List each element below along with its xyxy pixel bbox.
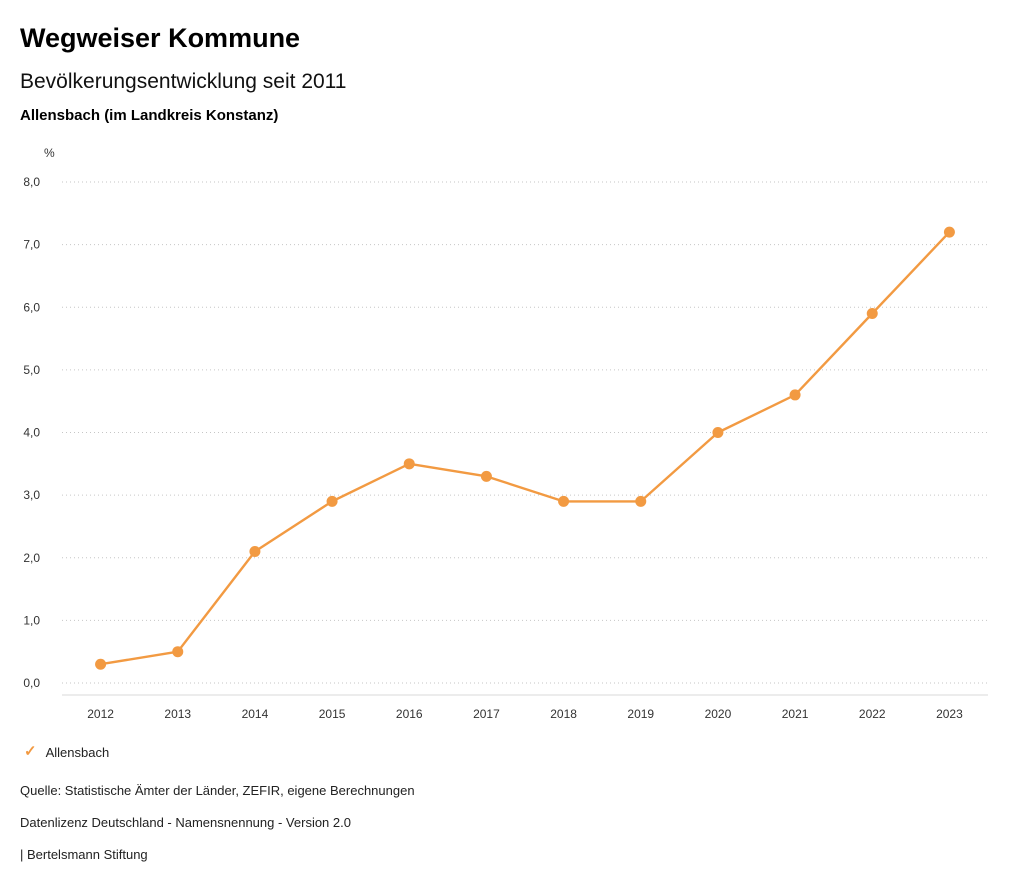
data-point[interactable]: [789, 389, 801, 401]
data-point[interactable]: [943, 226, 955, 238]
x-axis-tick-label: 2014: [242, 707, 269, 721]
y-axis-tick-label: 2,0: [23, 551, 40, 565]
page-title: Wegweiser Kommune: [20, 23, 301, 53]
x-axis-tick-label: 2022: [859, 707, 886, 721]
publisher-text: | Bertelsmann Stiftung: [20, 847, 148, 862]
population-line-chart: % 0,0 1,0 2,0 3,0 4,0 5,0 6,0 7,0 8,0 2012 2013 2014…: [23, 146, 988, 721]
y-axis-tick-label: 6,0: [23, 300, 40, 314]
y-axis-unit-label: %: [44, 146, 55, 160]
y-axis-tick-label: 3,0: [23, 488, 40, 502]
data-point[interactable]: [95, 658, 107, 670]
chart-footer: Quelle: Statistische Ämter der Länder, Z…: [20, 784, 1024, 862]
x-axis-tick-label: 2016: [396, 707, 423, 721]
x-axis-tick-label: 2015: [319, 707, 346, 721]
x-axis-tick-label: 2021: [782, 707, 809, 721]
data-point[interactable]: [326, 495, 338, 507]
source-text: Quelle: Statistische Ämter der Länder, Z…: [20, 783, 415, 798]
series-line: [99, 230, 951, 666]
x-axis-tick-label: 2023: [936, 707, 963, 721]
y-axis-tick-label: 1,0: [23, 613, 40, 627]
y-axis-tick-label: 7,0: [23, 238, 40, 252]
region-subtitle: Allensbach (im Landkreis Konstanz): [20, 107, 279, 124]
y-axis-tick-label: 8,0: [23, 175, 40, 189]
x-axis-tick-label: 2019: [627, 707, 654, 721]
y-axis-tick-label: 4,0: [23, 426, 40, 440]
data-point[interactable]: [172, 646, 184, 658]
data-point[interactable]: [866, 308, 878, 320]
y-axis-tick-label: 0,0: [23, 676, 40, 690]
x-axis-tick-label: 2017: [473, 707, 500, 721]
data-point[interactable]: [403, 458, 415, 470]
data-point[interactable]: [635, 495, 647, 507]
x-axis-tick-label: 2013: [164, 707, 191, 721]
check-icon: ✓: [24, 743, 37, 760]
license-text: Datenlizenz Deutschland - Namensnennung …: [20, 815, 351, 830]
data-point[interactable]: [558, 495, 570, 507]
data-point[interactable]: [480, 470, 492, 482]
x-axis-tick-label: 2012: [87, 707, 114, 721]
data-point[interactable]: [712, 427, 724, 438]
chart-title: Bevölkerungsentwicklung seit 2011: [20, 70, 347, 93]
y-axis-tick-label: 5,0: [23, 363, 40, 377]
x-axis-tick-label: 2018: [550, 707, 577, 721]
legend-item-allensbach[interactable]: ✓ Allensbach: [24, 742, 1024, 762]
x-axis-tick-label: 2020: [705, 707, 732, 721]
data-point[interactable]: [249, 545, 261, 557]
legend-label: Allensbach: [45, 744, 110, 760]
